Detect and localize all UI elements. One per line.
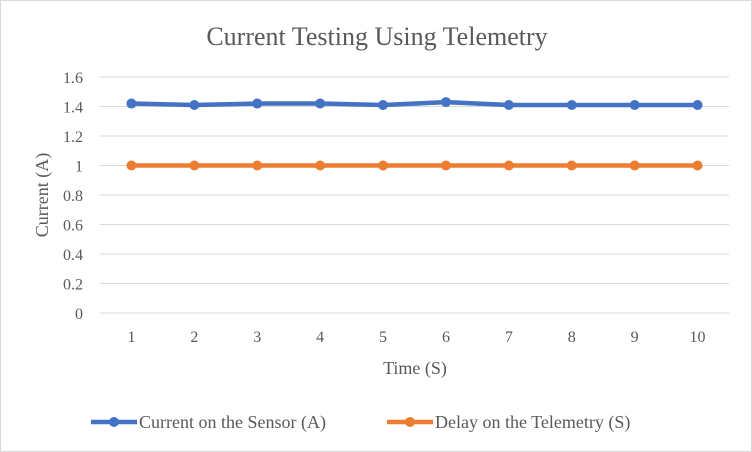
y-tick-label: 1 — [75, 159, 83, 176]
x-tick-label: 2 — [190, 329, 198, 346]
data-point — [629, 100, 640, 111]
chart-title: Current Testing Using Telemetry — [206, 22, 547, 51]
data-point — [189, 100, 200, 111]
data-point — [503, 160, 514, 171]
x-tick-label: 4 — [316, 329, 324, 346]
data-point — [252, 160, 263, 171]
data-point — [126, 98, 137, 109]
x-tick-label: 1 — [127, 329, 135, 346]
data-point — [378, 160, 389, 171]
data-point — [566, 100, 577, 111]
data-point — [252, 98, 263, 109]
data-point — [315, 98, 326, 109]
data-point — [315, 160, 326, 171]
data-point — [440, 97, 451, 108]
data-point — [378, 100, 389, 111]
series-delay-on-telemetry — [126, 160, 703, 171]
data-point — [566, 160, 577, 171]
y-tick-label: 1.2 — [63, 129, 83, 146]
data-point — [126, 160, 137, 171]
x-tick-label: 7 — [505, 329, 513, 346]
x-tick-label: 6 — [442, 329, 450, 346]
legend-marker-icon — [109, 417, 119, 427]
y-axis-label: Current (A) — [32, 153, 53, 237]
x-axis-label: Time (S) — [383, 358, 447, 379]
y-tick-label: 0.4 — [63, 247, 83, 264]
y-tick-label: 1.4 — [63, 100, 83, 117]
x-tick-label: 10 — [690, 329, 706, 346]
x-tick-label: 9 — [631, 329, 639, 346]
data-point — [189, 160, 200, 171]
y-tick-label: 0 — [75, 306, 83, 323]
data-point — [692, 160, 703, 171]
legend-label: Delay on the Telemetry (S) — [435, 412, 630, 433]
legend-label: Current on the Sensor (A) — [139, 412, 326, 433]
legend-item: Delay on the Telemetry (S) — [387, 412, 630, 433]
data-point — [629, 160, 640, 171]
series-line — [131, 99, 698, 108]
series-current-on-sensor — [126, 97, 703, 111]
y-tick-label: 0.2 — [63, 277, 83, 294]
x-tick-label: 3 — [253, 329, 261, 346]
legend-item: Current on the Sensor (A) — [91, 412, 326, 433]
x-tick-label: 5 — [379, 329, 387, 346]
data-point — [503, 100, 514, 111]
y-tick-label: 0.8 — [63, 188, 83, 205]
data-point — [440, 160, 451, 171]
y-tick-label: 1.6 — [63, 70, 83, 87]
x-tick-label: 8 — [568, 329, 576, 346]
data-point — [692, 100, 703, 111]
legend-marker-icon — [405, 417, 415, 427]
y-tick-label: 0.6 — [63, 218, 83, 235]
